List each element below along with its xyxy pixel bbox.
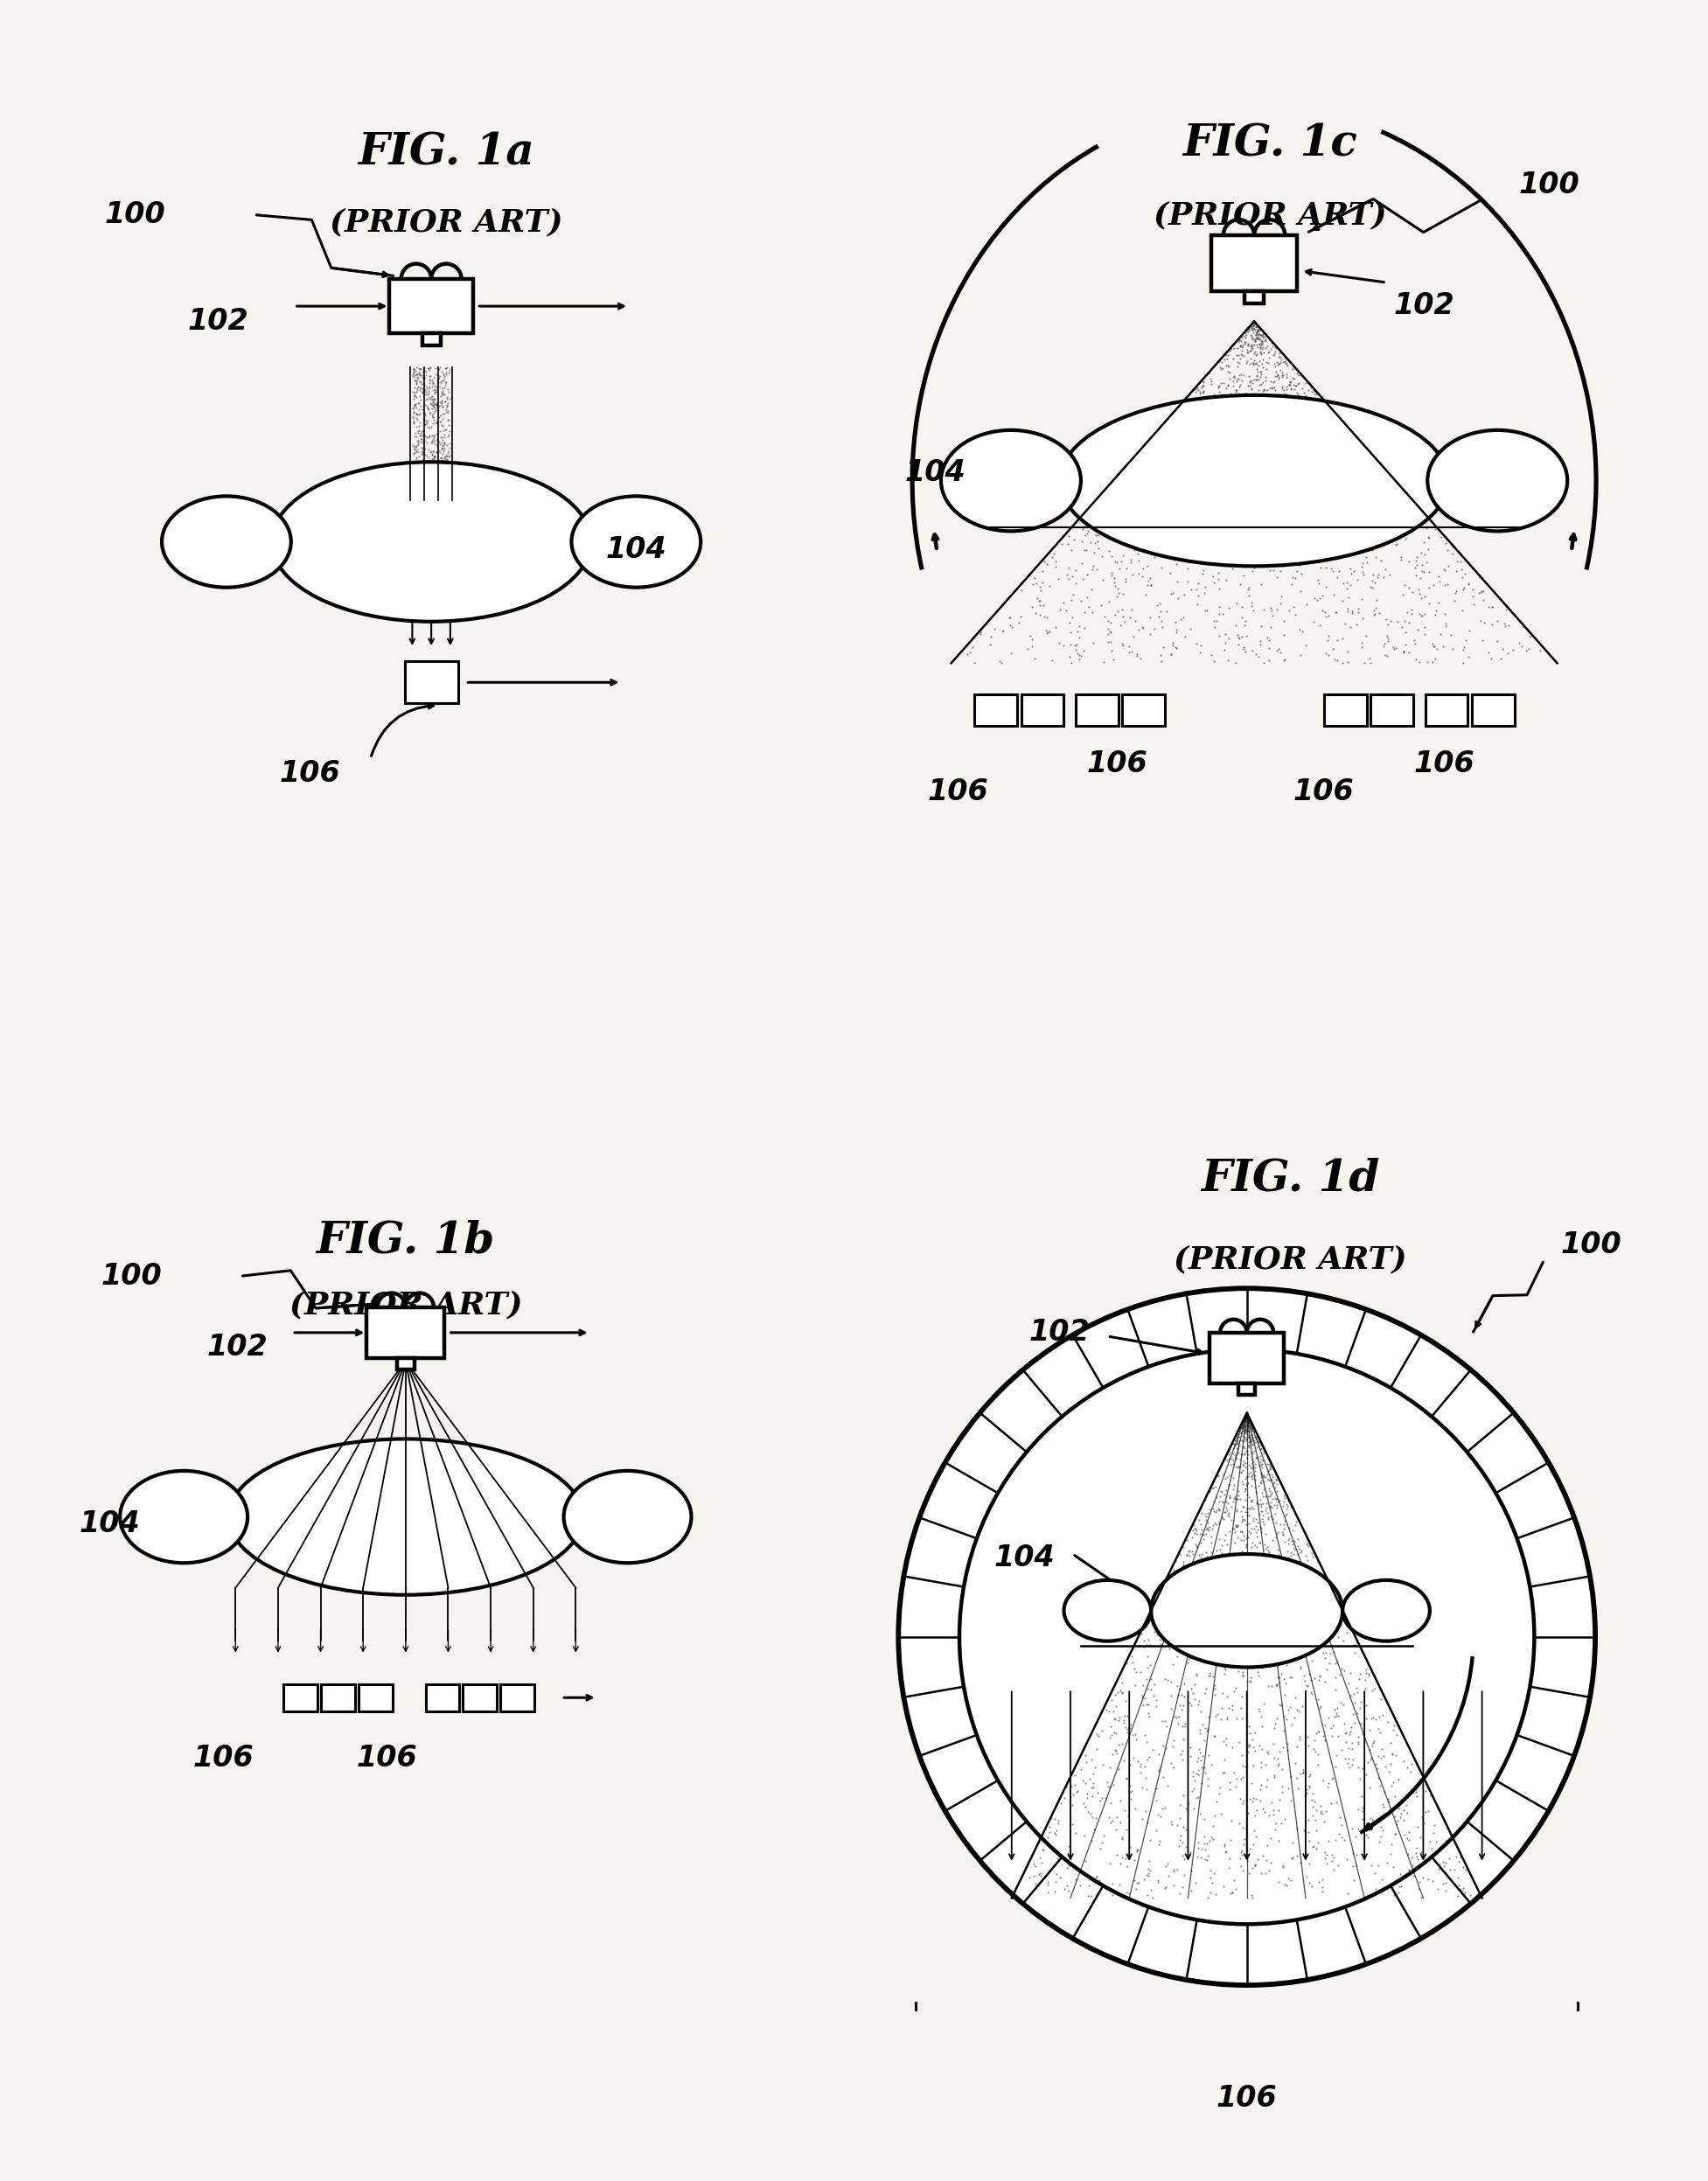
Text: FIG. 1c: FIG. 1c bbox=[1182, 122, 1358, 166]
Ellipse shape bbox=[1151, 1555, 1342, 1666]
Text: 106: 106 bbox=[1086, 750, 1148, 779]
Text: 106: 106 bbox=[1293, 776, 1354, 807]
Bar bbox=[422, 334, 441, 345]
Text: 100: 100 bbox=[104, 201, 166, 229]
Text: 104: 104 bbox=[80, 1509, 140, 1538]
Ellipse shape bbox=[120, 1470, 248, 1564]
Bar bbox=[1021, 694, 1064, 726]
FancyBboxPatch shape bbox=[389, 279, 473, 334]
Ellipse shape bbox=[941, 430, 1081, 532]
Text: 102: 102 bbox=[207, 1333, 268, 1361]
Ellipse shape bbox=[564, 1470, 692, 1564]
Circle shape bbox=[898, 1289, 1595, 1985]
Text: (PRIOR ART): (PRIOR ART) bbox=[289, 1291, 523, 1320]
Text: FIG. 1b: FIG. 1b bbox=[316, 1219, 495, 1263]
Text: 104: 104 bbox=[994, 1544, 1056, 1573]
Text: 100: 100 bbox=[1518, 170, 1580, 201]
Text: 106: 106 bbox=[927, 776, 989, 807]
Ellipse shape bbox=[1428, 430, 1568, 532]
Bar bbox=[405, 661, 458, 702]
Bar bbox=[500, 1684, 535, 1712]
Text: 100: 100 bbox=[1561, 1230, 1621, 1258]
Bar bbox=[396, 1359, 415, 1370]
Text: (PRIOR ART): (PRIOR ART) bbox=[1173, 1245, 1407, 1274]
Ellipse shape bbox=[162, 495, 290, 587]
Ellipse shape bbox=[272, 462, 591, 622]
Bar bbox=[1472, 694, 1515, 726]
Ellipse shape bbox=[1064, 1579, 1151, 1640]
Text: FIG. 1d: FIG. 1d bbox=[1201, 1158, 1380, 1200]
Ellipse shape bbox=[229, 1439, 582, 1594]
Text: 100: 100 bbox=[101, 1261, 162, 1291]
Text: 104: 104 bbox=[606, 534, 668, 565]
Text: FIG. 1a: FIG. 1a bbox=[359, 131, 535, 174]
Bar bbox=[463, 1684, 497, 1712]
Ellipse shape bbox=[1342, 1579, 1430, 1640]
Ellipse shape bbox=[1061, 395, 1448, 567]
Bar bbox=[974, 694, 1018, 726]
Bar bbox=[1076, 694, 1119, 726]
Ellipse shape bbox=[572, 495, 700, 587]
Bar bbox=[1372, 694, 1414, 726]
Bar bbox=[425, 1684, 459, 1712]
Text: 106: 106 bbox=[1414, 750, 1474, 779]
Text: 102: 102 bbox=[1028, 1317, 1090, 1346]
Bar bbox=[1424, 694, 1467, 726]
Bar bbox=[284, 1684, 318, 1712]
FancyBboxPatch shape bbox=[367, 1306, 444, 1359]
Text: 104: 104 bbox=[905, 458, 965, 486]
Text: 106: 106 bbox=[355, 1743, 417, 1773]
Text: 106: 106 bbox=[278, 759, 340, 787]
Bar bbox=[321, 1684, 355, 1712]
Text: 102: 102 bbox=[188, 308, 249, 336]
FancyBboxPatch shape bbox=[1211, 236, 1296, 290]
Bar bbox=[1238, 1383, 1255, 1394]
Text: (PRIOR ART): (PRIOR ART) bbox=[1153, 201, 1387, 231]
Text: 106: 106 bbox=[1216, 2085, 1278, 2113]
Text: 106: 106 bbox=[193, 1743, 254, 1773]
Text: (PRIOR ART): (PRIOR ART) bbox=[330, 207, 564, 238]
Bar bbox=[1324, 694, 1366, 726]
FancyBboxPatch shape bbox=[1209, 1333, 1284, 1383]
Circle shape bbox=[960, 1350, 1534, 1924]
Bar bbox=[1122, 694, 1165, 726]
Text: 102: 102 bbox=[1394, 292, 1455, 321]
Bar bbox=[359, 1684, 393, 1712]
Bar bbox=[1245, 290, 1264, 303]
